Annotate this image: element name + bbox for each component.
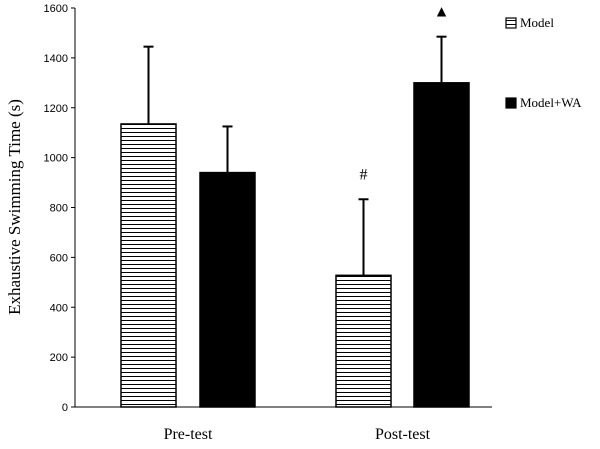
y-tick-label: 1200: [44, 103, 68, 115]
y-tick-label: 400: [50, 302, 68, 314]
y-tick-label: 0: [62, 402, 68, 414]
legend-label: Model+WA: [520, 95, 582, 110]
legend-swatch: [505, 17, 517, 29]
bars: [120, 82, 470, 408]
bar-model-pre: [120, 123, 177, 408]
x-category-labels: Pre-test Post-test: [164, 426, 431, 443]
y-tick-label: 1000: [44, 153, 68, 165]
legend: Model Model+WA: [505, 15, 582, 110]
significance-markers: #▲: [360, 4, 450, 184]
legend-swatch: [505, 97, 517, 109]
y-ticks: 0 200 400 600 800 1000 1200 1400 1600: [44, 3, 75, 414]
error-bars: [143, 35, 447, 276]
significance-marker: ▲: [434, 4, 450, 21]
y-tick-label: 200: [50, 352, 68, 364]
y-axis-label: Exhaustive Swimming Time (s): [5, 99, 24, 315]
y-tick-label: 1400: [44, 53, 68, 65]
x-category-label: Post-test: [375, 426, 431, 443]
bar-model-post: [335, 274, 392, 408]
bar-model-wa-pre: [199, 171, 256, 408]
y-tick-label: 600: [50, 252, 68, 264]
y-tick-label: 1600: [44, 3, 68, 15]
significance-marker: #: [360, 166, 368, 183]
bar-model-wa-post: [413, 82, 470, 408]
y-tick-label: 800: [50, 203, 68, 215]
x-category-label: Pre-test: [164, 426, 213, 443]
legend-label: Model: [520, 15, 554, 30]
